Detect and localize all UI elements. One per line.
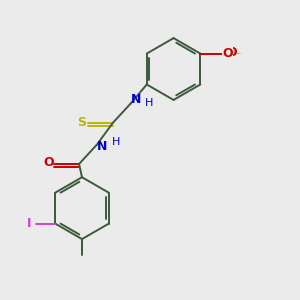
Text: methyl: methyl	[237, 52, 242, 54]
Text: O: O	[44, 156, 54, 169]
Text: O: O	[222, 47, 233, 60]
Text: H: H	[112, 137, 120, 147]
Text: O: O	[227, 46, 238, 59]
Text: N: N	[131, 93, 141, 106]
Text: N: N	[97, 140, 107, 153]
Text: I: I	[27, 217, 32, 230]
Text: H: H	[145, 98, 153, 108]
Text: S: S	[77, 116, 86, 129]
